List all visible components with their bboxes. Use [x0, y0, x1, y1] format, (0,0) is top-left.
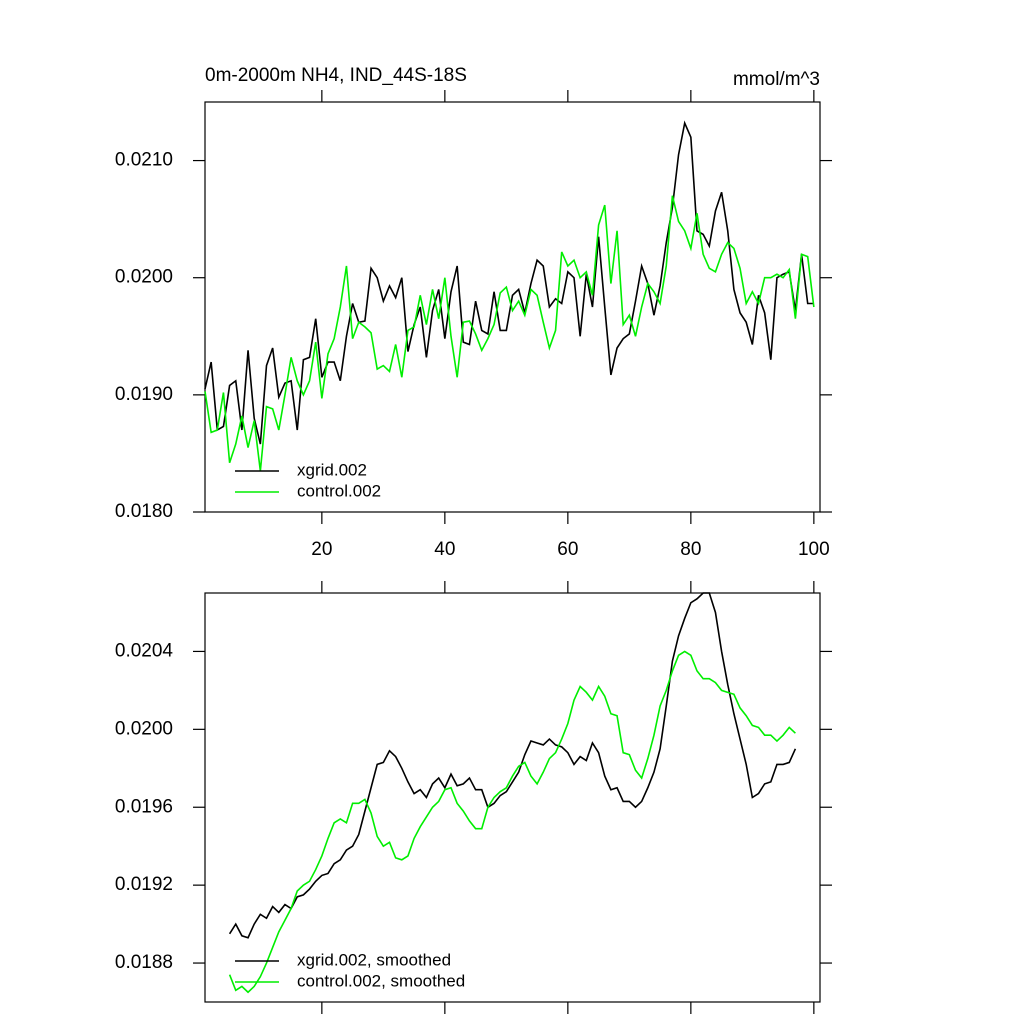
series-line	[228, 592, 797, 939]
y-tick-label: 0.0180	[115, 501, 173, 522]
plot-frame	[204, 592, 821, 1003]
x-tick-label: 60	[557, 539, 578, 560]
y-tick-label: 0.0190	[115, 384, 173, 405]
plot-frame	[204, 101, 821, 513]
y-tick-label: 0.0192	[115, 874, 173, 895]
y-tick-label: 0.0200	[115, 718, 173, 739]
series-line	[228, 650, 796, 994]
series-line	[204, 195, 815, 472]
units-label: mmol/m^3	[733, 69, 820, 90]
y-tick-label: 0.0196	[115, 796, 173, 817]
y-tick-label: 0.0210	[115, 150, 173, 171]
legend-label: xgrid.002	[297, 460, 367, 479]
legend-label: control.002	[297, 481, 381, 500]
x-tick-label: 40	[434, 539, 455, 560]
y-tick-label: 0.0188	[115, 952, 173, 973]
x-tick-label: 20	[311, 539, 332, 560]
y-tick-label: 0.0200	[115, 267, 173, 288]
y-tick-label: 0.0204	[115, 640, 174, 661]
legend-label: control.002, smoothed	[297, 971, 465, 990]
x-tick-label: 80	[680, 539, 701, 560]
legend-label: xgrid.002, smoothed	[297, 950, 451, 969]
chart-title: 0m-2000m NH4, IND_44S-18S	[205, 65, 467, 86]
series-line	[204, 120, 814, 445]
x-tick-label: 100	[798, 539, 830, 560]
